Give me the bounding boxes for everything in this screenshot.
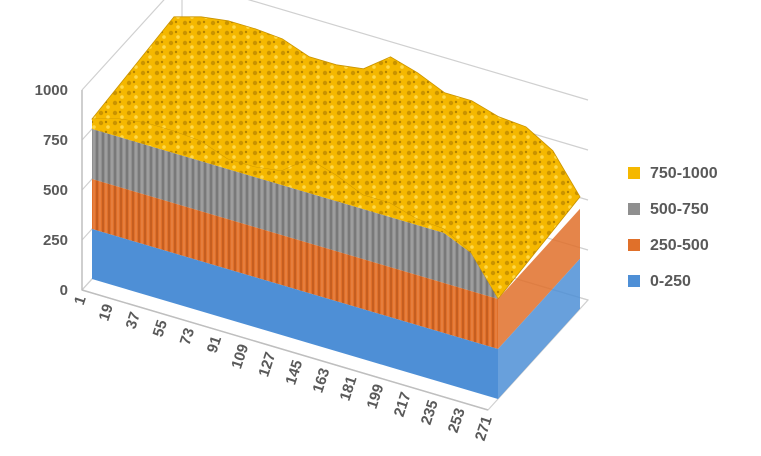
surface-band-0-250 [92, 229, 498, 399]
x-tick-55: 55 [150, 318, 171, 339]
back-gridline-4 [247, 0, 589, 101]
z-tick-0: 0 [60, 282, 68, 299]
legend-swatch-500-750 [628, 203, 640, 215]
x-tick-163: 163 [310, 366, 334, 395]
z-tick-250: 250 [43, 232, 68, 249]
x-tick-1: 1 [71, 294, 90, 307]
legend-swatch-750-1000 [628, 167, 640, 179]
surface-side-250-500 [498, 208, 580, 349]
legend-label-250-500: 250-500 [650, 237, 709, 254]
surface-band-750-1000 [92, 119, 498, 299]
x-tick-217: 217 [391, 390, 415, 419]
surface-band-250-500 [92, 179, 498, 349]
z-tick-1000: 1000 [35, 82, 68, 99]
x-tick-199: 199 [364, 382, 388, 411]
surface-band-500-750 [92, 129, 498, 299]
x-tick-73: 73 [177, 326, 198, 347]
z-tick-500: 500 [43, 182, 68, 199]
side-gridline-4 [81, 0, 165, 91]
x-tick-271: 271 [472, 414, 496, 443]
surface-plot [91, 16, 581, 399]
z-axis-ticks: 0 250 500 750 1000 [35, 82, 68, 299]
x-tick-37: 37 [123, 310, 144, 331]
surface-side-0-250 [498, 258, 580, 399]
x-axis-line [81, 289, 489, 411]
legend-swatch-0-250 [628, 275, 640, 287]
legend-label-0-250: 0-250 [650, 273, 691, 290]
legend-label-500-750: 500-750 [650, 201, 709, 218]
x-tick-253: 253 [445, 406, 469, 435]
x-tick-127: 127 [255, 350, 279, 379]
chart-legend: 750-1000 500-750 250-500 0-250 [628, 165, 718, 290]
x-tick-235: 235 [418, 398, 442, 427]
x-tick-91: 91 [204, 334, 225, 355]
chart-axes [81, 90, 489, 411]
x-tick-19: 19 [96, 302, 117, 323]
z-tick-750: 750 [43, 132, 68, 149]
legend-swatch-250-500 [628, 239, 640, 251]
x-axis-ticks: 1 19 37 55 73 91 109 127 145 163 181 199 217 235 253 27… [71, 294, 496, 443]
x-tick-145: 145 [282, 358, 306, 387]
legend-label-750-1000: 750-1000 [650, 165, 718, 182]
x-tick-181: 181 [337, 374, 361, 403]
x-tick-109: 109 [228, 342, 252, 371]
